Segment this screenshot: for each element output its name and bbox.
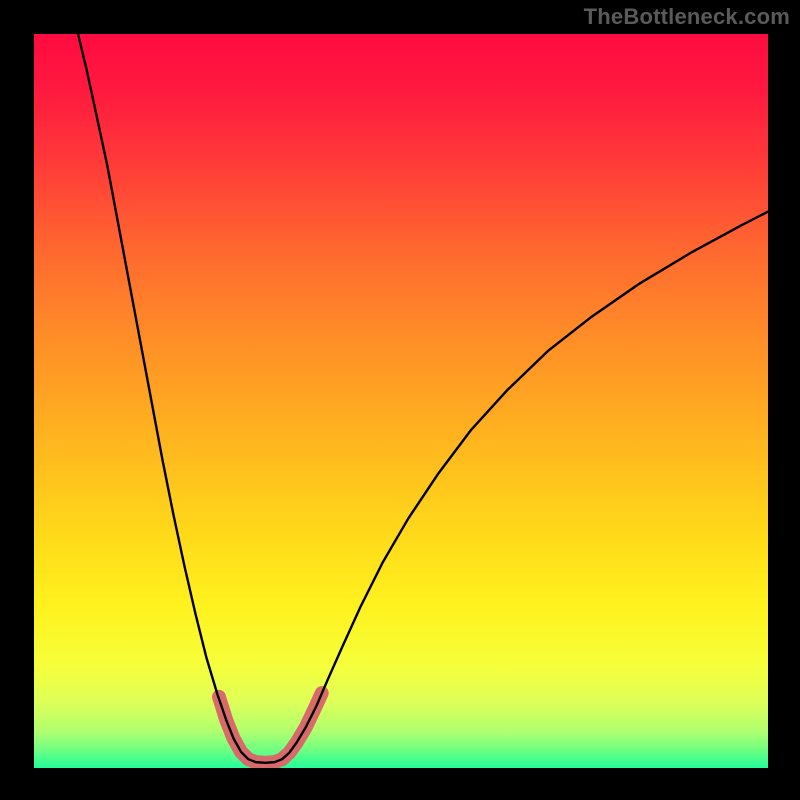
watermark-text: TheBottleneck.com <box>584 4 790 30</box>
plot-area <box>34 34 768 768</box>
curve-layer <box>34 34 768 768</box>
chart-frame: TheBottleneck.com <box>0 0 800 800</box>
main-curve <box>78 34 768 763</box>
